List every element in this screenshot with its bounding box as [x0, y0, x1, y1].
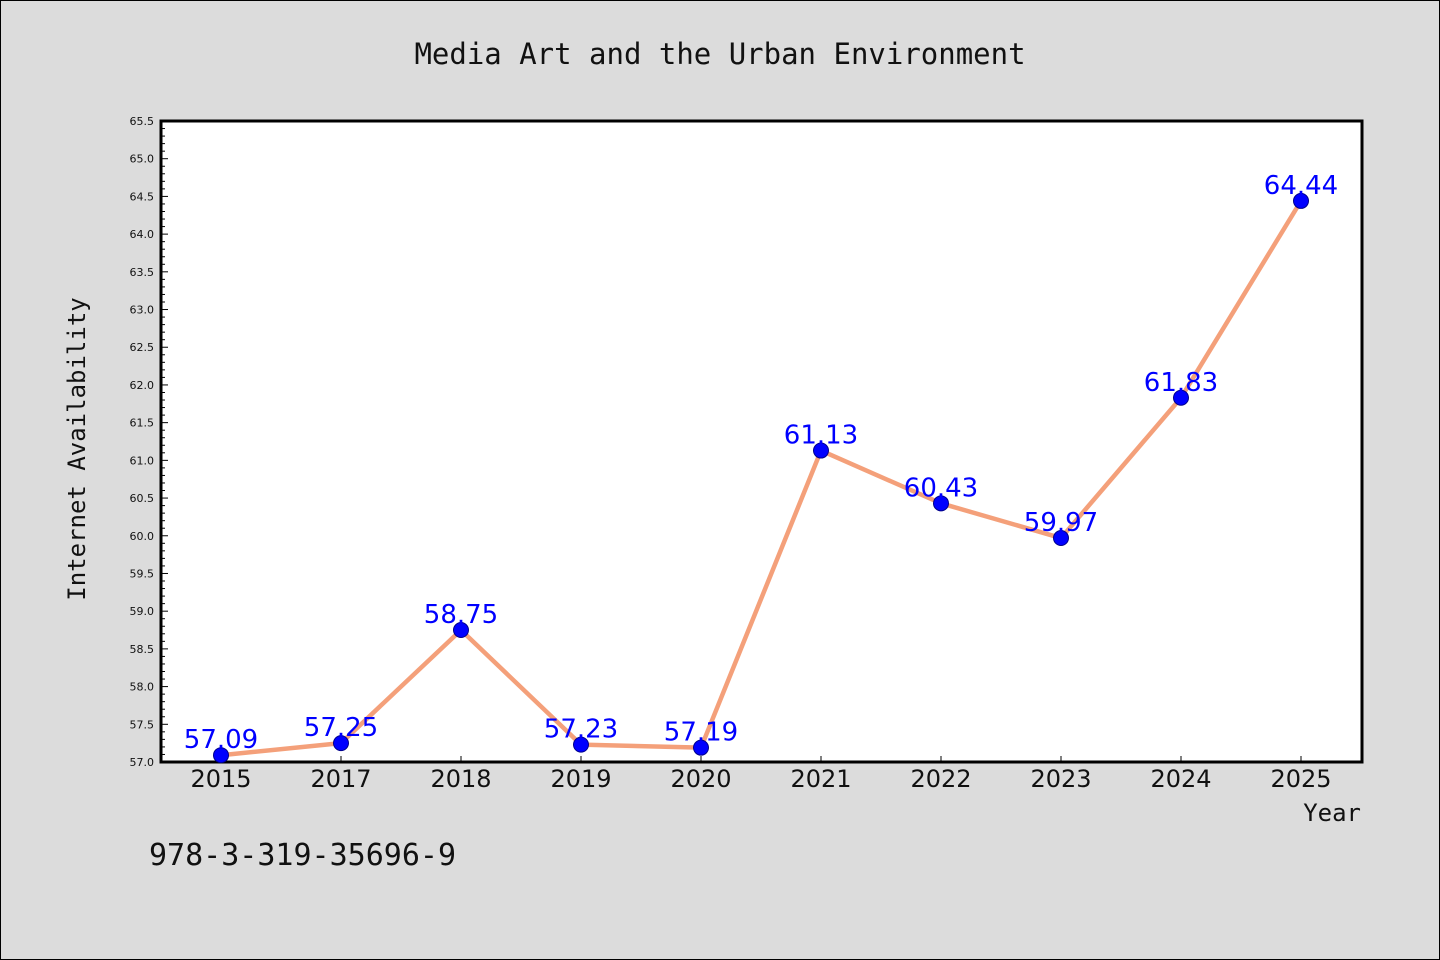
y-tick-label: 60.5	[130, 492, 155, 505]
y-tick-label: 64.5	[130, 190, 155, 203]
y-tick-label: 65.5	[130, 115, 155, 128]
x-tick-label: 2018	[430, 765, 491, 793]
y-axis-label: Internet Availability	[63, 297, 91, 600]
y-axis-ticks: 57.0 57.5 58.0 58.5 59.0 59.5 60.0 60.5 61.0 61.5…	[130, 115, 168, 769]
data-point	[213, 747, 229, 764]
series-markers	[213, 192, 1309, 764]
data-point	[573, 736, 589, 753]
data-label: 64.44	[1264, 171, 1338, 201]
series-line	[218, 198, 1304, 758]
data-point	[693, 739, 709, 756]
data-labels: 57.09 57.25 58.75 57.23 57.19 61.13 60.43 59.97…	[184, 171, 1338, 755]
data-label: 60.43	[904, 473, 978, 503]
data-label: 59.97	[1024, 508, 1098, 538]
data-point	[453, 622, 469, 639]
y-tick-label: 62.5	[130, 341, 155, 354]
x-tick-label: 2019	[550, 765, 611, 793]
x-axis-label: Year	[1303, 799, 1361, 827]
x-tick-label: 2015	[190, 765, 251, 793]
y-tick-label: 62.0	[130, 379, 155, 392]
x-tick-label: 2021	[790, 765, 851, 793]
data-label: 57.23	[544, 715, 618, 745]
data-point	[813, 442, 829, 459]
y-tick-label: 61.0	[130, 454, 155, 467]
y-tick-label: 58.5	[130, 643, 155, 656]
x-tick-label: 2025	[1270, 765, 1331, 793]
y-tick-label: 65.0	[130, 153, 155, 166]
data-point	[1053, 530, 1069, 547]
data-label: 58.75	[424, 600, 498, 630]
x-tick-label: 2022	[910, 765, 971, 793]
x-tick-label: 2024	[1150, 765, 1211, 793]
x-tick-label: 2023	[1030, 765, 1091, 793]
y-tick-label: 61.5	[130, 417, 155, 430]
y-tick-label: 59.5	[130, 567, 155, 580]
data-point	[1293, 192, 1309, 209]
plot-area	[159, 119, 1364, 764]
y-tick-label: 59.0	[130, 605, 155, 618]
y-tick-label: 58.0	[130, 681, 155, 694]
x-axis-ticks: 2015 2017 2018 2019 2020 2021 2022 2023 2024 2025	[190, 756, 1332, 793]
y-tick-label: 63.5	[130, 266, 155, 279]
series-line-group	[218, 198, 1304, 758]
y-tick-label: 64.0	[130, 228, 155, 241]
y-tick-label: 60.0	[130, 530, 155, 543]
data-point	[933, 495, 949, 512]
x-tick-label: 2017	[310, 765, 371, 793]
y-tick-label: 63.0	[130, 304, 155, 317]
y-tick-label: 57.0	[130, 756, 155, 769]
footer-isbn: 978-3-319-35696-9	[149, 838, 456, 873]
x-tick-label: 2020	[670, 765, 731, 793]
data-point	[1173, 389, 1189, 406]
data-point	[333, 735, 349, 752]
data-label: 61.13	[784, 421, 858, 451]
y-tick-label: 57.5	[130, 718, 155, 731]
data-label: 61.83	[1144, 368, 1218, 398]
data-label: 57.09	[184, 725, 258, 755]
chart-title: Media Art and the Urban Environment	[414, 37, 1025, 71]
data-label: 57.25	[304, 713, 378, 743]
data-label: 57.19	[664, 718, 738, 748]
